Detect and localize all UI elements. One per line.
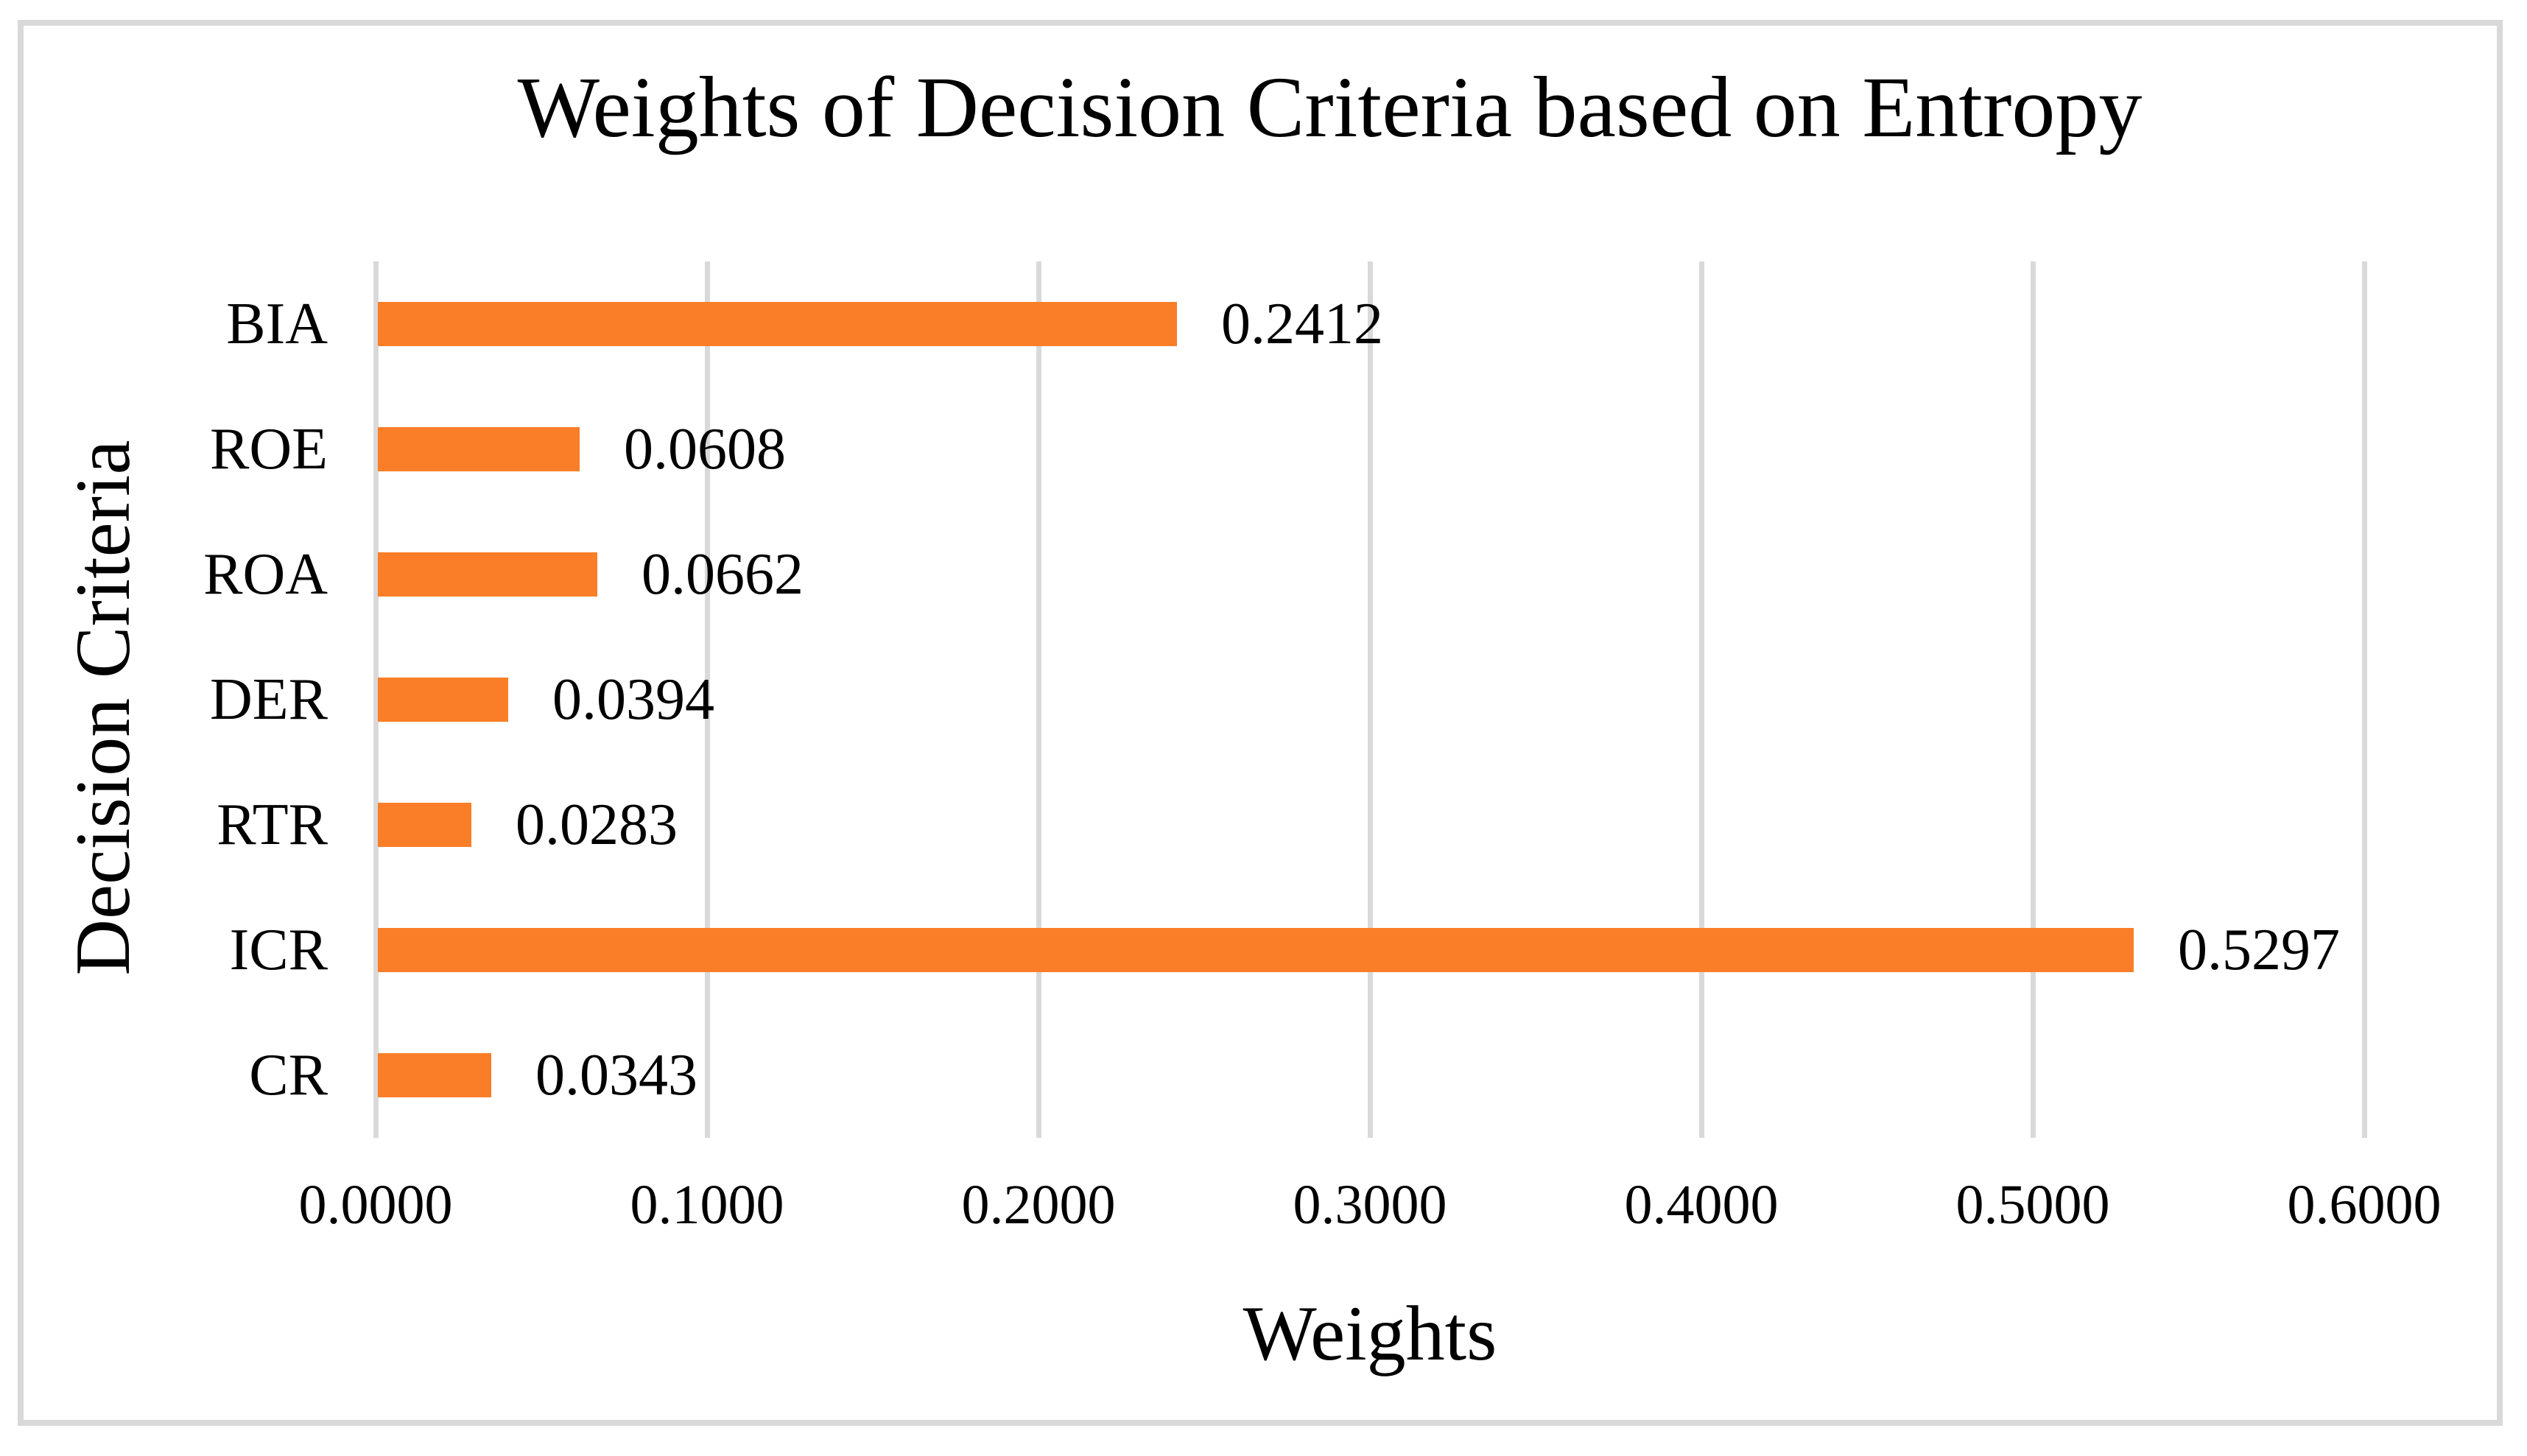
x-tick-label: 0.1000	[630, 1174, 784, 1236]
value-label: 0.0283	[516, 792, 678, 857]
x-tick-label: 0.5000	[1955, 1174, 2110, 1236]
value-label: 0.5297	[2178, 918, 2340, 982]
gridline	[1036, 261, 1041, 1138]
gridline	[1698, 261, 1704, 1138]
x-tick-label: 0.6000	[2287, 1174, 2442, 1236]
y-axis-title: Decision Criteria	[60, 440, 146, 976]
category-label: DER	[210, 667, 328, 732]
bar	[378, 552, 597, 597]
category-label: ROE	[210, 417, 328, 482]
category-label: RTR	[217, 792, 328, 857]
category-label: ROA	[203, 542, 328, 607]
category-label: BIA	[226, 292, 328, 356]
gridline	[1367, 261, 1373, 1138]
bar	[378, 678, 508, 722]
bar	[378, 1053, 491, 1097]
x-tick-label: 0.2000	[961, 1174, 1116, 1236]
x-axis-title: Weights	[1243, 1290, 1497, 1376]
bar	[378, 302, 1177, 346]
gridline	[704, 261, 710, 1138]
value-label: 0.0394	[552, 667, 714, 732]
chart-title: Weights of Decision Criteria based on En…	[517, 59, 2143, 155]
x-tick-label: 0.0000	[298, 1174, 453, 1236]
value-label: 0.0343	[535, 1043, 697, 1108]
category-label: ICR	[229, 918, 328, 982]
bar	[378, 427, 580, 471]
bar	[378, 803, 471, 847]
gridline	[2030, 261, 2036, 1138]
x-tick-label: 0.4000	[1624, 1174, 1779, 1236]
x-tick-label: 0.3000	[1293, 1174, 1447, 1236]
chart-border	[18, 20, 2503, 1426]
value-label: 0.0662	[642, 542, 804, 607]
category-label: CR	[249, 1043, 328, 1108]
gridline	[373, 261, 379, 1138]
value-label: 0.2412	[1221, 292, 1383, 356]
gridline	[2361, 261, 2367, 1138]
value-label: 0.0608	[624, 417, 786, 482]
bar	[378, 928, 2134, 972]
